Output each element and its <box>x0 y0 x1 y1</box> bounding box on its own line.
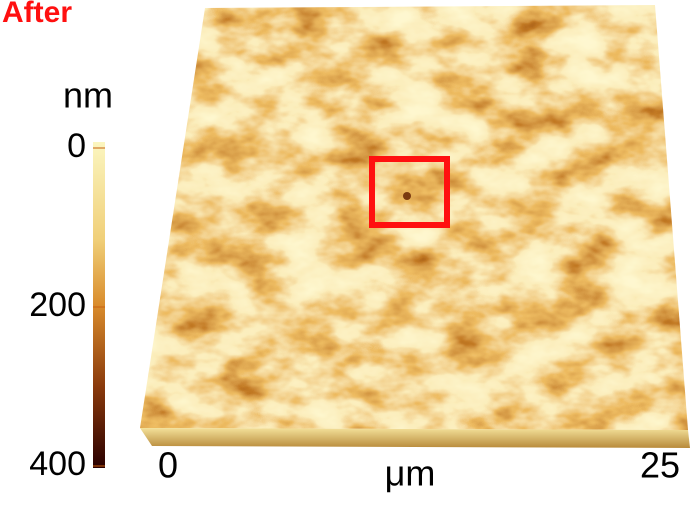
x-axis: μm <box>385 453 436 494</box>
afm-figure: After nm μm 0 200 400 0 25 <box>0 0 691 505</box>
base-slab <box>140 428 690 448</box>
colorbar-unit: nm <box>63 75 113 116</box>
colorbar <box>93 142 105 468</box>
pit <box>403 192 411 200</box>
panel-label: After <box>2 0 72 29</box>
x-tick-label: 0 <box>158 445 178 486</box>
colorbar-tick-label: 400 <box>29 445 86 483</box>
x-axis-unit: μm <box>385 453 436 494</box>
colorbar-tick-label: 200 <box>29 286 86 324</box>
colorbar-tick-label: 0 <box>67 127 86 165</box>
x-tick-label: 25 <box>640 445 680 486</box>
colorbar-gradient <box>93 142 105 468</box>
